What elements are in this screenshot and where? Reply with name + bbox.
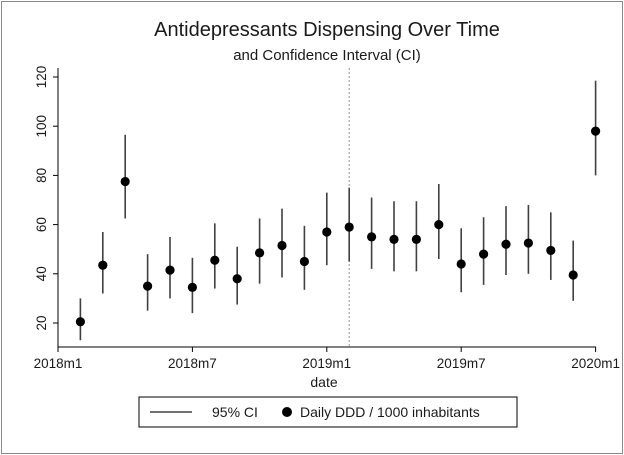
data-point (591, 126, 601, 136)
data-point (344, 222, 354, 232)
data-point (389, 234, 399, 244)
data-point (568, 270, 578, 280)
data-point (120, 176, 130, 187)
x-tick-label: 2019m7 (437, 356, 486, 371)
y-tick-label: 60 (34, 217, 49, 232)
data-point (501, 239, 511, 249)
data-point (232, 274, 242, 284)
legend-ci-label: 95% CI (212, 404, 258, 420)
x-tick-label: 2018m1 (34, 356, 83, 371)
data-point (255, 248, 265, 258)
y-tick-label: 120 (34, 66, 49, 89)
data-point (187, 282, 197, 292)
data-point (165, 265, 175, 275)
data-point (434, 220, 444, 230)
y-tick-label: 20 (34, 315, 49, 330)
data-point (367, 232, 377, 242)
chart-subtitle: and Confidence Interval (CI) (233, 47, 421, 64)
legend-box (138, 396, 518, 428)
data-point (523, 238, 534, 248)
x-tick-label: 2018m7 (168, 356, 217, 371)
data-point (546, 245, 556, 256)
data-point (322, 227, 332, 237)
y-tick-label: 80 (34, 168, 49, 183)
data-point (98, 260, 108, 270)
legend: 95% CI Daily DDD / 1000 inhabitants (138, 396, 518, 428)
data-point (210, 255, 220, 265)
x-axis-ticks: 2018m1 2018m7 2019m1 2019m7 2020m1 (34, 347, 620, 371)
data-point (299, 256, 309, 267)
data-point (456, 259, 466, 269)
data-point (411, 234, 421, 244)
data-point (479, 249, 489, 259)
data-point (143, 281, 153, 291)
y-tick-label: 100 (34, 115, 49, 138)
chart-title: Antidepressants Dispensing Over Time (154, 19, 500, 41)
y-tick-label: 40 (34, 266, 49, 281)
ci-bars (79, 80, 597, 341)
y-axis-ticks: 20 40 60 80 100 120 (34, 66, 58, 331)
data-point (75, 317, 85, 327)
data-point (277, 240, 287, 251)
legend-dot-icon (282, 407, 292, 417)
x-axis-label: date (310, 374, 337, 390)
data-points (75, 126, 601, 327)
x-tick-label: 2019m1 (302, 356, 351, 371)
x-tick-label: 2020m1 (571, 356, 620, 371)
legend-ddd-label: Daily DDD / 1000 inhabitants (300, 404, 480, 420)
